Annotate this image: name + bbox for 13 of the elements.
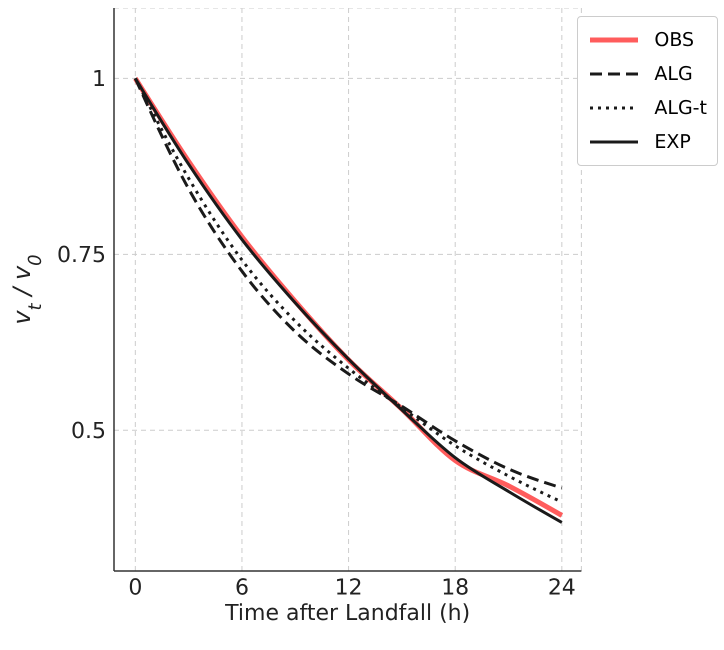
legend-label: ALG-t: [654, 97, 707, 119]
y-tick-label: 0.75: [57, 243, 106, 268]
x-tick-label: 18: [441, 576, 470, 601]
x-tick-label: 12: [334, 576, 363, 601]
legend-label: ALG: [654, 63, 693, 85]
x-tick-label: 0: [128, 576, 142, 601]
x-axis-title: Time after Landfall (h): [224, 601, 470, 626]
x-tick-label: 6: [234, 576, 249, 601]
y-tick-label: 1: [92, 67, 106, 92]
legend-label: EXP: [654, 131, 691, 153]
y-tick-label: 0.5: [71, 419, 106, 444]
legend-label: OBS: [654, 29, 694, 51]
x-tick-label: 24: [548, 576, 576, 601]
